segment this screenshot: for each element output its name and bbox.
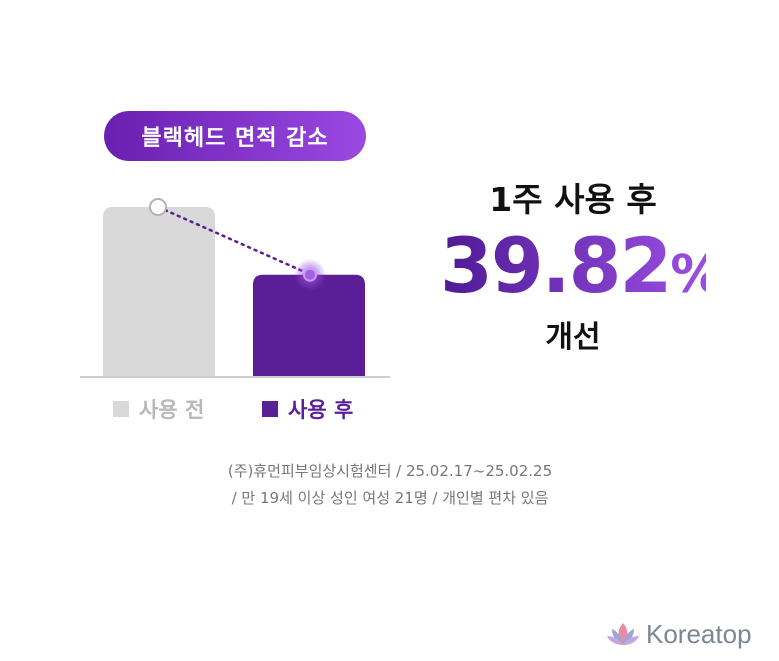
result-value: 39.82% <box>440 222 706 319</box>
bar-after <box>253 274 365 377</box>
trend-line <box>163 208 306 273</box>
result-label: 개선 <box>545 320 601 355</box>
footnote-line-1: (주)휴먼피부임상시험센터 / 25.02.17~25.02.25 <box>227 462 553 480</box>
badge-label: 블랙헤드 면적 감소 <box>141 126 329 151</box>
legend-swatch-before <box>113 401 129 417</box>
brand-logo: Koreatop <box>606 619 752 650</box>
legend-item-after: 사용 후 <box>262 394 353 424</box>
result-number: 39.82 <box>440 221 671 310</box>
legend-label-after: 사용 후 <box>288 398 354 422</box>
result-heading: 1주 사용 후 <box>489 180 657 219</box>
marker-after <box>303 267 317 282</box>
bar-before <box>103 207 215 377</box>
lotus-icon <box>607 622 639 645</box>
footnote-line-2: / 만 19세 이상 성인 여성 21명 / 개인별 편차 있음 <box>231 489 549 507</box>
legend-label-before: 사용 전 <box>139 398 205 422</box>
legend-swatch-after <box>262 401 278 417</box>
brand-name: Koreatop <box>646 619 752 649</box>
title-badge: 블랙헤드 면적 감소 <box>104 111 366 161</box>
marker-before <box>149 198 167 216</box>
legend-item-before: 사용 전 <box>113 394 204 424</box>
result-unit: % <box>670 245 721 305</box>
